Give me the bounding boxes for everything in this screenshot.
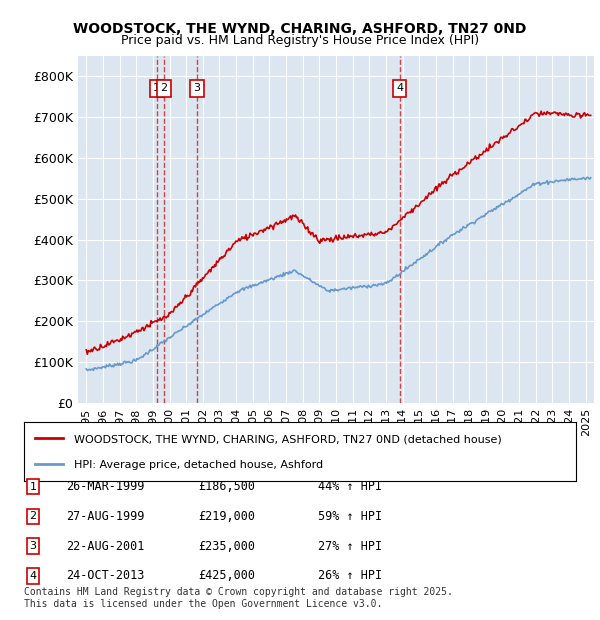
Text: 3: 3 xyxy=(29,541,37,551)
Text: 44% ↑ HPI: 44% ↑ HPI xyxy=(318,480,382,493)
Text: 27-AUG-1999: 27-AUG-1999 xyxy=(66,510,145,523)
Text: £425,000: £425,000 xyxy=(198,570,255,582)
Text: WOODSTOCK, THE WYND, CHARING, ASHFORD, TN27 0ND: WOODSTOCK, THE WYND, CHARING, ASHFORD, T… xyxy=(73,22,527,36)
Text: 26% ↑ HPI: 26% ↑ HPI xyxy=(318,570,382,582)
Text: 1: 1 xyxy=(29,482,37,492)
Text: 4: 4 xyxy=(29,571,37,581)
Text: WOODSTOCK, THE WYND, CHARING, ASHFORD, TN27 0ND (detached house): WOODSTOCK, THE WYND, CHARING, ASHFORD, T… xyxy=(74,434,502,445)
Text: £186,500: £186,500 xyxy=(198,480,255,493)
Text: 22-AUG-2001: 22-AUG-2001 xyxy=(66,540,145,552)
Text: 24-OCT-2013: 24-OCT-2013 xyxy=(66,570,145,582)
Text: 2: 2 xyxy=(29,512,37,521)
Text: 4: 4 xyxy=(396,84,403,94)
Text: HPI: Average price, detached house, Ashford: HPI: Average price, detached house, Ashf… xyxy=(74,460,323,470)
Text: 27% ↑ HPI: 27% ↑ HPI xyxy=(318,540,382,552)
Text: 2: 2 xyxy=(160,84,167,94)
Text: Contains HM Land Registry data © Crown copyright and database right 2025.
This d: Contains HM Land Registry data © Crown c… xyxy=(24,587,453,609)
Text: £219,000: £219,000 xyxy=(198,510,255,523)
Text: 26-MAR-1999: 26-MAR-1999 xyxy=(66,480,145,493)
Text: 59% ↑ HPI: 59% ↑ HPI xyxy=(318,510,382,523)
Text: 1: 1 xyxy=(153,84,160,94)
Text: Price paid vs. HM Land Registry's House Price Index (HPI): Price paid vs. HM Land Registry's House … xyxy=(121,34,479,47)
Text: £235,000: £235,000 xyxy=(198,540,255,552)
Text: 3: 3 xyxy=(194,84,200,94)
